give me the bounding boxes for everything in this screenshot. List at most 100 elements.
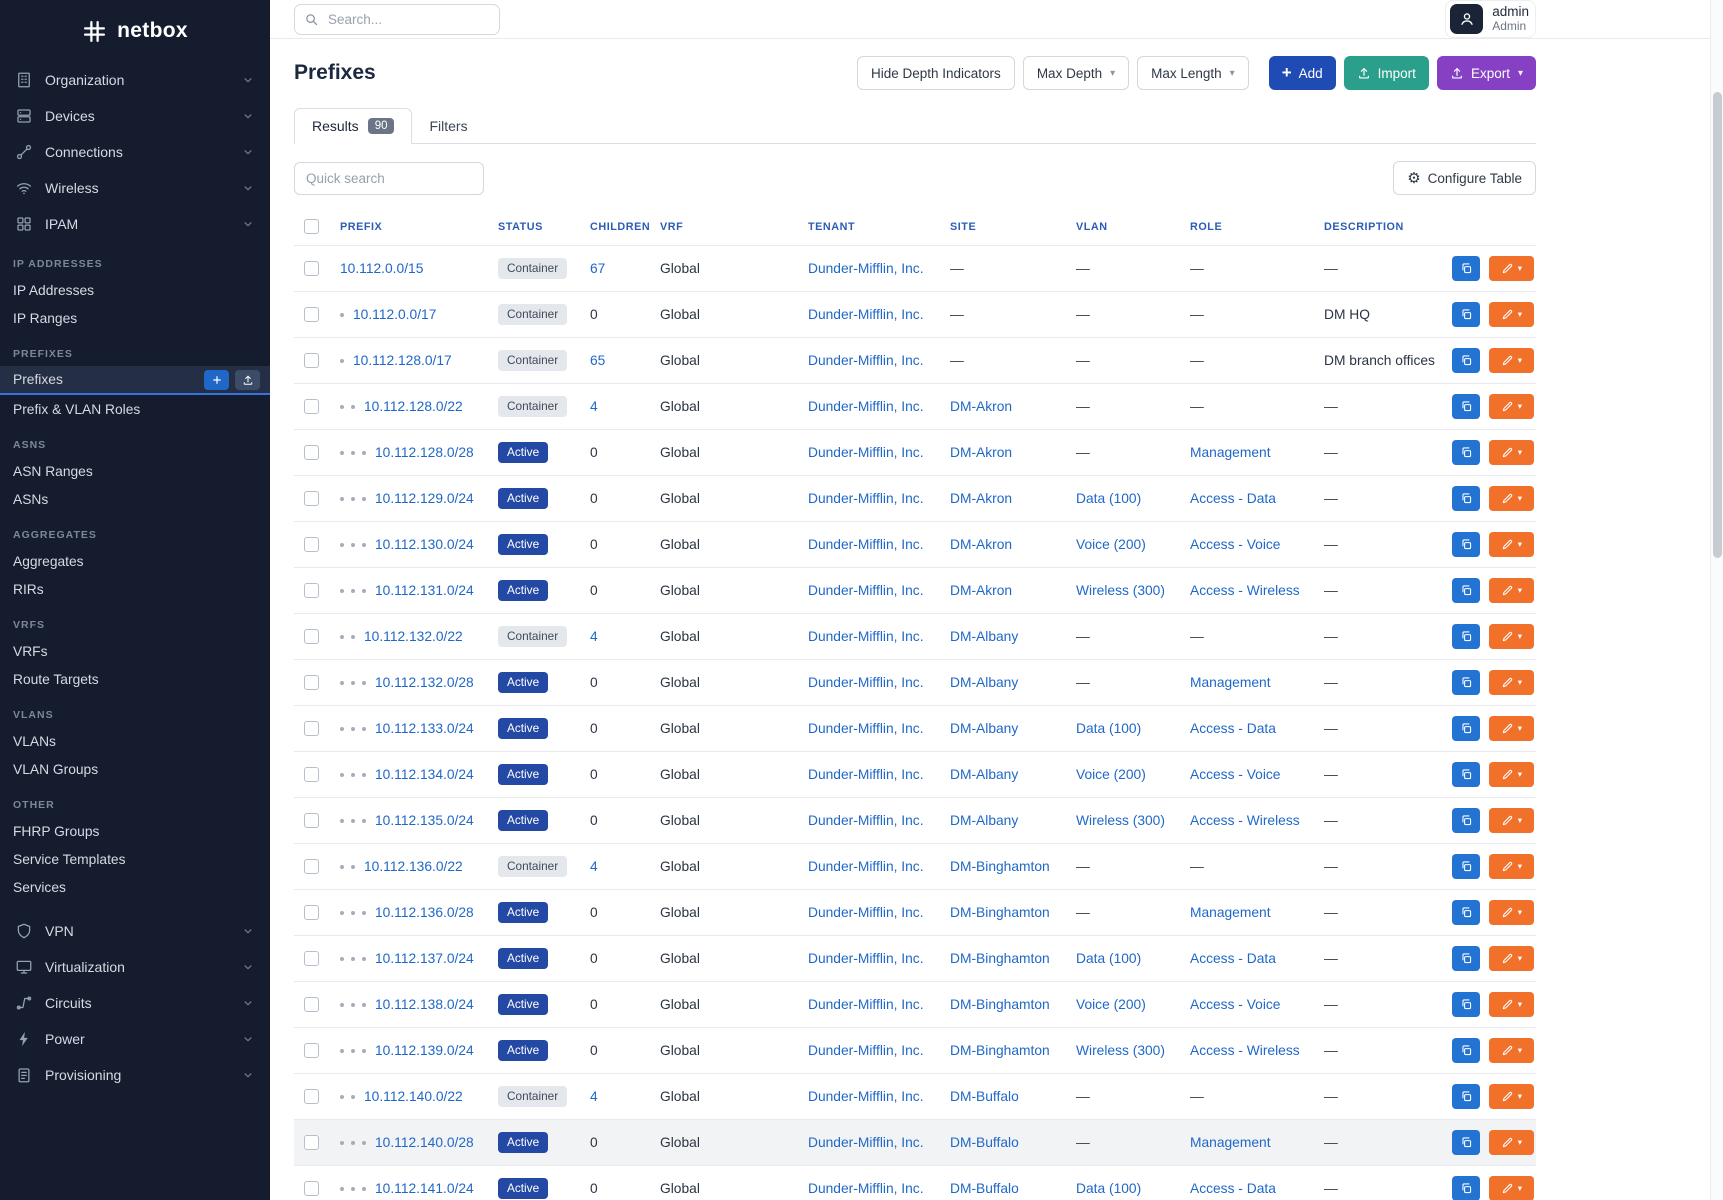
sidebar-item-ipam[interactable]: IPAM <box>0 206 270 242</box>
site-link[interactable]: DM-Buffalo <box>950 1089 1019 1104</box>
edit-dropdown-button[interactable]: ▾ <box>1488 900 1534 925</box>
tenant-link[interactable]: Dunder-Mifflin, Inc. <box>808 629 924 644</box>
site-link[interactable]: DM-Binghamton <box>950 859 1050 874</box>
prefix-link[interactable]: 10.112.137.0/24 <box>375 951 474 966</box>
copy-button[interactable] <box>1452 762 1480 787</box>
edit-dropdown-button[interactable]: ▾ <box>1488 1130 1534 1155</box>
row-checkbox[interactable] <box>304 583 319 598</box>
max-length-dropdown[interactable]: Max Length ▾ <box>1137 56 1249 90</box>
role-link[interactable]: Access - Wireless <box>1190 1043 1300 1058</box>
role-link[interactable]: Access - Wireless <box>1190 583 1300 598</box>
site-link[interactable]: DM-Binghamton <box>950 1043 1050 1058</box>
prefix-link[interactable]: 10.112.128.0/28 <box>375 445 474 460</box>
edit-dropdown-button[interactable]: ▾ <box>1488 1084 1534 1109</box>
row-checkbox[interactable] <box>304 445 319 460</box>
site-link[interactable]: DM-Albany <box>950 675 1019 690</box>
column-header-site[interactable]: SITE <box>950 220 977 233</box>
copy-button[interactable] <box>1452 578 1480 603</box>
vlan-link[interactable]: Data (100) <box>1076 1181 1142 1196</box>
row-checkbox[interactable] <box>304 951 319 966</box>
copy-button[interactable] <box>1452 302 1480 327</box>
children-link[interactable]: 4 <box>590 859 598 874</box>
edit-dropdown-button[interactable]: ▾ <box>1488 808 1534 833</box>
edit-dropdown-button[interactable]: ▾ <box>1488 302 1534 327</box>
sidebar-item-vlans[interactable]: VLANs <box>0 727 270 755</box>
sidebar-item-virtualization[interactable]: Virtualization <box>0 949 270 985</box>
edit-dropdown-button[interactable]: ▾ <box>1488 670 1534 695</box>
tenant-link[interactable]: Dunder-Mifflin, Inc. <box>808 399 924 414</box>
prefix-link[interactable]: 10.112.132.0/28 <box>375 675 474 690</box>
copy-button[interactable] <box>1452 946 1480 971</box>
sidebar-item-power[interactable]: Power <box>0 1021 270 1057</box>
sidebar-item-provisioning[interactable]: Provisioning <box>0 1057 270 1093</box>
vlan-link[interactable]: Data (100) <box>1076 721 1142 736</box>
copy-button[interactable] <box>1452 854 1480 879</box>
edit-dropdown-button[interactable]: ▾ <box>1488 394 1534 419</box>
role-link[interactable]: Access - Data <box>1190 1181 1276 1196</box>
sidebar-item-vrfs[interactable]: VRFs <box>0 637 270 665</box>
tenant-link[interactable]: Dunder-Mifflin, Inc. <box>808 951 924 966</box>
prefix-link[interactable]: 10.112.132.0/22 <box>364 629 463 644</box>
vlan-link[interactable]: Data (100) <box>1076 491 1142 506</box>
import-prefixes-button[interactable] <box>235 369 260 390</box>
children-link[interactable]: 67 <box>590 261 606 276</box>
prefix-link[interactable]: 10.112.134.0/24 <box>375 767 474 782</box>
scrollbar-thumb[interactable] <box>1713 92 1722 558</box>
prefix-link[interactable]: 10.112.130.0/24 <box>375 537 474 552</box>
tab-results[interactable]: Results 90 <box>294 108 413 144</box>
prefix-link[interactable]: 10.112.129.0/24 <box>375 491 474 506</box>
prefix-link[interactable]: 10.112.138.0/24 <box>375 997 474 1012</box>
tenant-link[interactable]: Dunder-Mifflin, Inc. <box>808 261 924 276</box>
user-menu[interactable]: admin Admin <box>1445 0 1536 38</box>
max-depth-dropdown[interactable]: Max Depth ▾ <box>1022 56 1130 90</box>
copy-button[interactable] <box>1452 1176 1480 1200</box>
sidebar-item-connections[interactable]: Connections <box>0 134 270 170</box>
sidebar-item-prefixes[interactable]: Prefixes <box>0 366 270 395</box>
edit-dropdown-button[interactable]: ▾ <box>1488 486 1534 511</box>
site-link[interactable]: DM-Akron <box>950 445 1013 460</box>
site-link[interactable]: DM-Akron <box>950 537 1013 552</box>
vlan-link[interactable]: Wireless (300) <box>1076 1043 1165 1058</box>
vlan-link[interactable]: Voice (200) <box>1076 997 1146 1012</box>
column-header-vlan[interactable]: VLAN <box>1076 220 1108 233</box>
vlan-link[interactable]: Data (100) <box>1076 951 1142 966</box>
copy-button[interactable] <box>1452 256 1480 281</box>
column-header-vrf[interactable]: VRF <box>660 220 684 233</box>
role-link[interactable]: Access - Data <box>1190 951 1276 966</box>
tenant-link[interactable]: Dunder-Mifflin, Inc. <box>808 307 924 322</box>
prefix-link[interactable]: 10.112.128.0/17 <box>353 353 452 368</box>
site-link[interactable]: DM-Buffalo <box>950 1135 1019 1150</box>
tenant-link[interactable]: Dunder-Mifflin, Inc. <box>808 859 924 874</box>
tenant-link[interactable]: Dunder-Mifflin, Inc. <box>808 997 924 1012</box>
vlan-link[interactable]: Wireless (300) <box>1076 583 1165 598</box>
copy-button[interactable] <box>1452 394 1480 419</box>
copy-button[interactable] <box>1452 808 1480 833</box>
column-header-children[interactable]: CHILDREN <box>590 220 651 233</box>
sidebar-item-rirs[interactable]: RIRs <box>0 575 270 603</box>
copy-button[interactable] <box>1452 440 1480 465</box>
sidebar-item-wireless[interactable]: Wireless <box>0 170 270 206</box>
sidebar-item-circuits[interactable]: Circuits <box>0 985 270 1021</box>
row-checkbox[interactable] <box>304 813 319 828</box>
copy-button[interactable] <box>1452 624 1480 649</box>
add-prefix-button[interactable] <box>204 369 229 390</box>
row-checkbox[interactable] <box>304 629 319 644</box>
select-all-checkbox[interactable] <box>304 219 319 234</box>
sidebar-item-organization[interactable]: Organization <box>0 62 270 98</box>
row-checkbox[interactable] <box>304 491 319 506</box>
brand[interactable]: netbox <box>0 0 270 62</box>
edit-dropdown-button[interactable]: ▾ <box>1488 716 1534 741</box>
row-checkbox[interactable] <box>304 399 319 414</box>
add-button[interactable]: + Add <box>1268 56 1336 90</box>
role-link[interactable]: Management <box>1190 905 1271 920</box>
edit-dropdown-button[interactable]: ▾ <box>1488 348 1534 373</box>
sidebar-item-fhrp-groups[interactable]: FHRP Groups <box>0 817 270 845</box>
role-link[interactable]: Access - Data <box>1190 721 1276 736</box>
tenant-link[interactable]: Dunder-Mifflin, Inc. <box>808 537 924 552</box>
children-link[interactable]: 4 <box>590 629 598 644</box>
vlan-link[interactable]: Voice (200) <box>1076 537 1146 552</box>
sidebar-item-services[interactable]: Services <box>0 873 270 901</box>
site-link[interactable]: DM-Akron <box>950 399 1013 414</box>
prefix-link[interactable]: 10.112.0.0/17 <box>353 307 437 322</box>
sidebar-item-asn-ranges[interactable]: ASN Ranges <box>0 457 270 485</box>
